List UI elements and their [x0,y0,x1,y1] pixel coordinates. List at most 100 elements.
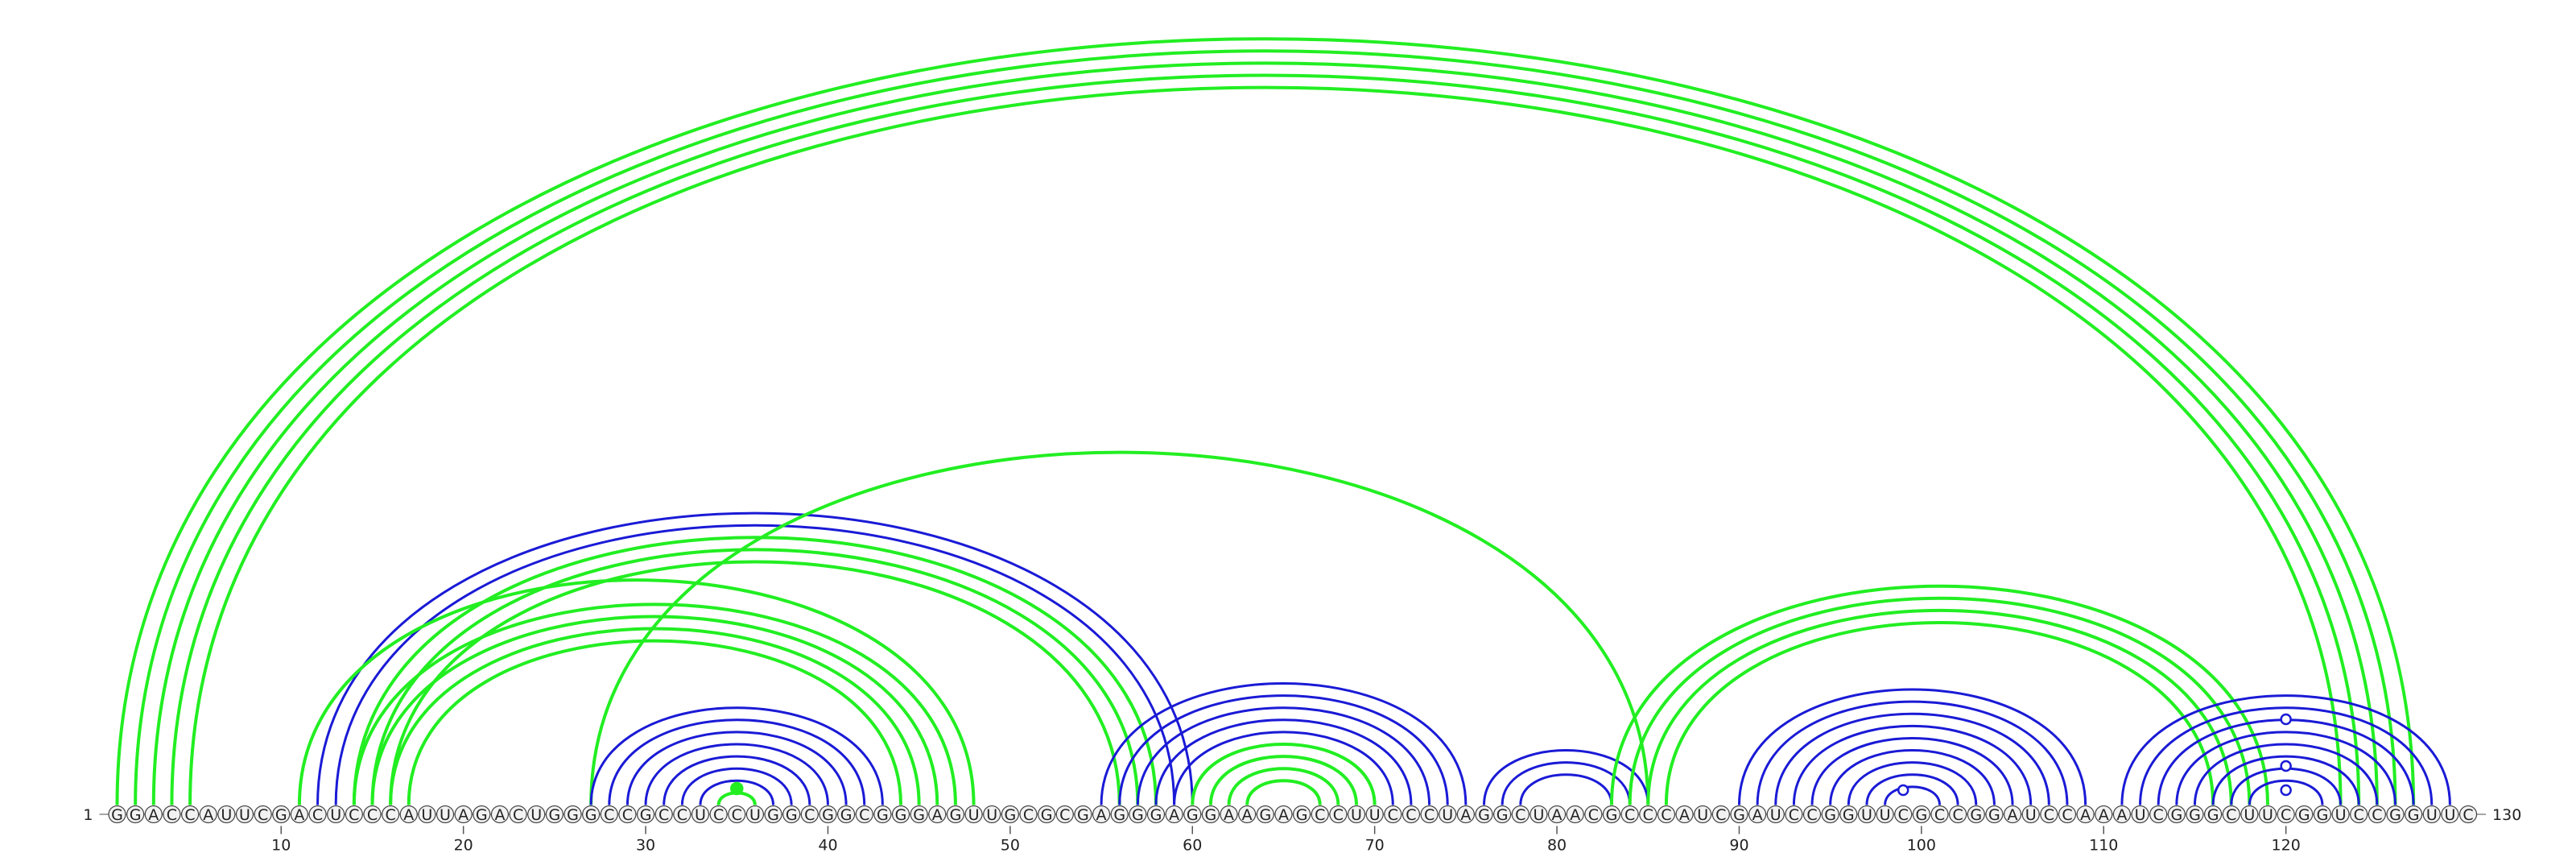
nucleotide-letter: A [1224,806,1234,824]
nucleotide: A [1456,805,1475,824]
nucleotide-circle [2422,805,2441,824]
nucleotide: G [946,805,965,824]
nucleotide-circle [1311,805,1329,824]
tick-label: 50 [1001,837,1020,855]
nucleotide: A [1220,805,1238,824]
tick-label: 20 [454,837,473,855]
nucleotide: G [545,805,564,824]
nucleotide-letter: G [567,806,579,824]
nucleotide: U [235,805,254,824]
nucleotide-circle [1639,805,1657,824]
nucleotide-circle [545,805,564,824]
nucleotide-circle [673,805,691,824]
nucleotide-letter: U [749,806,761,824]
base-pair-arc [1191,743,1377,805]
nucleotide-circle [2258,805,2277,824]
nucleotide: A [2076,805,2095,824]
nucleotide: C [1802,805,1822,824]
nucleotide-letter: A [932,806,943,824]
nucleotide-letter: G [2170,806,2182,824]
nucleotide: G [126,805,145,824]
tick-label: 80 [1547,837,1567,855]
nucleotide-circle [163,805,181,824]
tick-label: 110 [2089,837,2118,855]
nucleotide-letter: C [1661,806,1671,824]
nucleotide-letter: C [1952,806,1963,824]
nucleotide: C [254,805,272,824]
base-pair-arc [151,61,2379,805]
nucleotide-circle [2095,805,2113,824]
nucleotide-letter: C [622,806,633,824]
nucleotide: C [1949,805,1967,824]
nucleotide: A [1566,805,1584,824]
nucleotide-circle [1256,805,1274,824]
nucleotide: C [673,805,691,824]
nucleotide: G [1292,805,1311,824]
nucleotide-letter: G [1496,806,1509,824]
nucleotide-letter: G [1004,806,1016,824]
nucleotide: A [2112,805,2131,824]
nucleotide-letter: C [1789,806,1799,824]
nucleotide-circle [1839,805,1858,824]
nucleotide-circle [2405,805,2423,824]
nucleotide-letter: A [2008,806,2018,824]
nucleotide: U [2131,805,2149,824]
nucleotide-circle [983,805,1001,824]
nucleotide-letter: A [148,806,159,824]
nucleotide-circle [1402,805,1421,824]
nucleotide: G [1001,805,1019,824]
base-pair-arc [2120,694,2451,805]
nucleotide-letter: G [2189,806,2201,824]
nucleotide-circle [254,805,272,824]
nucleotide-letter: G [1606,806,1618,824]
nucleotide-circle [1547,805,1567,824]
base-pair-arc [389,560,1121,805]
nucleotide-letter: G [2298,806,2310,824]
nucleotide: U [2422,805,2441,824]
nucleotide: C [1402,805,1421,824]
nucleotide-circle [2295,805,2314,824]
nucleotide-circle [1475,805,1493,824]
nucleotide-letter: C [2153,806,2164,824]
nucleotide: A [199,805,217,824]
nucleotide: G [1183,805,1202,824]
base-pair-arc [2175,731,2396,805]
nucleotide-letter: G [822,806,834,824]
base-pair-arc [134,49,2397,805]
base-pair-arc [589,706,884,805]
nucleotide-letter: G [895,806,907,824]
nucleotide-circle [1001,805,1019,824]
base-pair-arc [608,718,866,805]
nucleotide-letter: U [2426,806,2438,824]
nucleotide-circle [2149,805,2168,824]
nucleotide: G [1985,805,2004,824]
nucleotide: A [2003,805,2022,824]
nucleotide: G [636,805,655,824]
nucleotide-circle [1038,805,1056,824]
sequence-end-label: 130 [2492,806,2521,824]
nucleotide-circle [2441,805,2459,824]
nucleotide: U [1365,805,1384,824]
base-pair-arc [1483,749,1649,805]
nucleotide: G [582,805,601,824]
nucleotide-letter: A [1278,806,1289,824]
nucleotide-letter: A [458,806,469,824]
tick-label: 100 [1907,837,1936,855]
nucleotide-circle [618,805,637,824]
nucleotide-circle [436,805,455,824]
nucleotide-circle [1857,805,1876,824]
tick-layer: 10 20 30 40 50 60 70 80 90 100 110 120 [271,826,2301,855]
nucleotide-letter: C [2044,806,2054,824]
nucleotide-letter: G [840,806,852,824]
base-pair-arc [1774,712,2050,805]
nucleotide: C [2058,805,2077,824]
nucleotide: C [1620,805,1639,824]
base-pair-arc [1884,785,1941,805]
base-pair-arc [1118,694,1449,805]
nucleotide-circle [1110,805,1129,824]
nucleotide: U [1766,805,1785,824]
nucleotide-letter: G [2317,806,2329,824]
nucleotide-circle [490,805,510,824]
nucleotide: C [2350,805,2368,824]
